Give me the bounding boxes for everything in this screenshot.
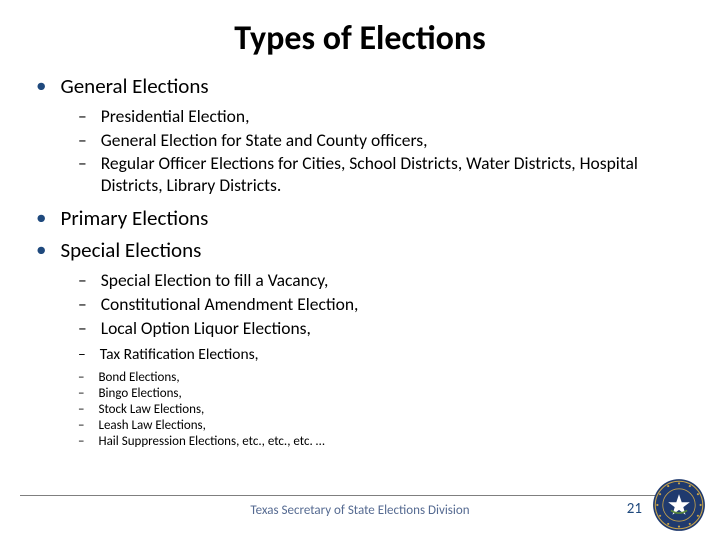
sub-bullet: – Local Option Liquor Elections, xyxy=(78,317,690,339)
sub-bullet: – Constitutional Amendment Election, xyxy=(78,293,690,315)
page-number: 21 xyxy=(627,500,642,518)
dash-icon: – xyxy=(78,345,86,364)
sub-bullet: – Leash Law Elections, xyxy=(78,418,690,433)
dash-icon: – xyxy=(78,153,87,175)
dash-icon: – xyxy=(78,269,87,291)
dash-icon: – xyxy=(78,293,87,315)
sub-bullet-text: Bingo Elections, xyxy=(98,386,181,401)
dash-icon: – xyxy=(78,386,84,401)
sub-bullet: – Regular Officer Elections for Cities, … xyxy=(78,153,690,197)
dash-icon: – xyxy=(78,434,84,449)
sub-bullet-text: Tax Ratification Elections, xyxy=(100,345,259,364)
sub-bullet-text: Special Election to fill a Vacancy, xyxy=(101,269,329,291)
sub-bullet-text: General Election for State and County of… xyxy=(101,129,428,151)
bullet-text: General Elections xyxy=(60,73,208,99)
dash-icon: – xyxy=(78,418,84,433)
dash-icon: – xyxy=(78,370,84,385)
sub-bullet-text: Presidential Election, xyxy=(101,105,250,127)
sub-bullet-text: Local Option Liquor Elections, xyxy=(101,317,311,339)
dash-icon: – xyxy=(78,402,84,417)
sub-bullet: – Stock Law Elections, xyxy=(78,402,690,417)
sub-bullet-text: Hail Suppression Elections, etc., etc., … xyxy=(98,434,324,449)
sub-bullet-text: Bond Elections, xyxy=(98,370,179,385)
sub-bullet: – Bond Elections, xyxy=(78,370,690,385)
bullet-dot-icon: • xyxy=(36,237,46,262)
bullet-primary-elections: • Primary Elections xyxy=(36,205,690,231)
sub-bullet-text: Constitutional Amendment Election, xyxy=(101,293,359,315)
bullet-dot-icon: • xyxy=(36,73,46,98)
slide-title: Types of Elections xyxy=(30,18,690,59)
sub-bullet-text: Stock Law Elections, xyxy=(98,402,204,417)
sub-bullet-text: Leash Law Elections, xyxy=(98,418,205,433)
sub-bullet: – Tax Ratification Elections, xyxy=(78,345,690,364)
bullet-general-elections: • General Elections xyxy=(36,73,690,99)
dash-icon: – xyxy=(78,105,87,127)
dash-icon: – xyxy=(78,317,87,339)
bullet-dot-icon: • xyxy=(36,205,46,230)
footer-divider xyxy=(20,495,700,496)
footer-text: Texas Secretary of State Elections Divis… xyxy=(0,503,720,518)
sub-bullet-text: Regular Officer Elections for Cities, Sc… xyxy=(101,153,690,197)
sub-bullet: – Bingo Elections, xyxy=(78,386,690,401)
bullet-text: Special Elections xyxy=(60,237,201,263)
dash-icon: – xyxy=(78,129,87,151)
bullet-text: Primary Elections xyxy=(60,205,208,231)
sub-bullet: – General Election for State and County … xyxy=(78,129,690,151)
state-seal-icon xyxy=(652,478,706,532)
slide: Types of Elections • General Elections –… xyxy=(0,0,720,540)
sub-bullet: – Presidential Election, xyxy=(78,105,690,127)
sub-bullet: – Special Election to fill a Vacancy, xyxy=(78,269,690,291)
sub-bullet: – Hail Suppression Elections, etc., etc.… xyxy=(78,434,690,449)
bullet-special-elections: • Special Elections xyxy=(36,237,690,263)
